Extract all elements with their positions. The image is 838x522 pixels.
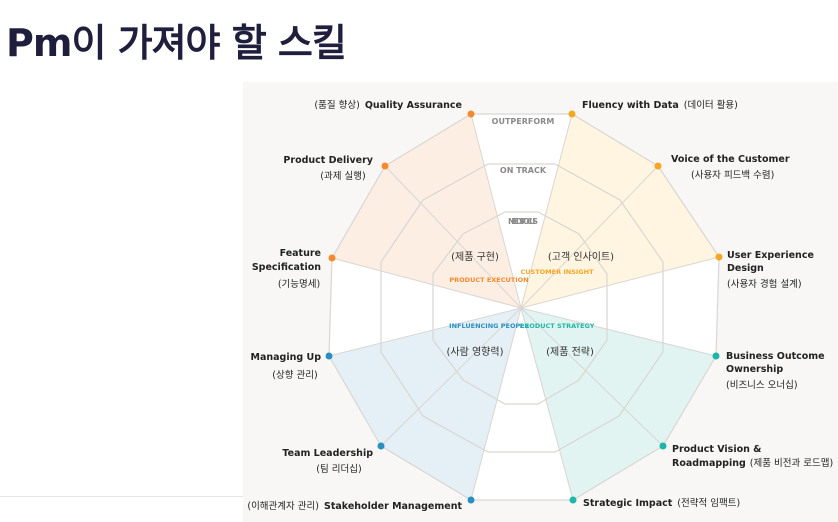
- skill-product-delivery-en: Product Delivery: [283, 155, 373, 166]
- ring-label-inner: NEEDS FOCUS: [508, 217, 538, 226]
- ring-label-outer: OUTPERFORM: [492, 117, 555, 126]
- skill-product-vision-en1: Product Vision &: [672, 444, 761, 455]
- skill-team-leadership-ko: (팀 리더십): [316, 463, 361, 475]
- category-insight-ko: (고객 인사이트): [548, 251, 614, 263]
- dot-product-delivery: [381, 162, 389, 170]
- dot-product-vision: [659, 442, 667, 450]
- dot-ux-design: [715, 253, 723, 261]
- page-title: Pm이 가져야 할 스킬: [6, 21, 347, 65]
- skill-feature-spec-en1: Feature: [280, 248, 321, 259]
- ring-label-middle: ON TRACK: [500, 166, 547, 175]
- skill-managing-up-ko: (상향 관리): [272, 369, 317, 381]
- skill-product-vision-line2: Roadmapping (제품 비전과 로드맵): [672, 457, 833, 469]
- category-influencing-ko: (사람 영향력): [447, 345, 504, 358]
- skill-quality-assurance: (품질 향상) Quality Assurance: [314, 99, 462, 111]
- skill-business-outcome-en1: Business Outcome: [726, 351, 825, 362]
- skill-team-leadership-en: Team Leadership: [282, 448, 373, 459]
- dot-feature-spec: [328, 254, 336, 262]
- skill-business-outcome-en2: Ownership: [726, 364, 783, 375]
- dot-voice-of-customer: [654, 162, 662, 170]
- dot-business-outcome: [712, 352, 720, 360]
- skill-ux-design-ko: (사용자 경험 설계): [727, 278, 802, 290]
- ring-middle: [380, 163, 664, 453]
- insight-sector: [521, 114, 719, 308]
- dot-quality-assurance: [467, 110, 475, 118]
- skill-feature-spec-en2: Specification: [252, 262, 321, 273]
- skills-radar-diagram: OUTPERFORM ON TRACK NEEDS FOCUS (제품 구현) …: [243, 82, 838, 522]
- category-execution-ko: (제품 구현): [451, 251, 499, 263]
- skill-ux-design-en1: User Experience: [727, 250, 814, 261]
- ring-label-wedge: [471, 114, 572, 308]
- category-strategy-en: PRODUCT STRATEGY: [520, 322, 595, 330]
- skill-ux-design-en2: Design: [727, 263, 764, 274]
- ring-label-wedge-right: [521, 257, 719, 356]
- skill-voice-of-customer-en: Voice of the Customer: [671, 154, 790, 165]
- skill-managing-up-en: Managing Up: [251, 352, 322, 363]
- skill-fluency-with-data: Fluency with Data (데이터 활용): [582, 99, 738, 111]
- dot-team-leadership: [377, 442, 385, 450]
- category-insight-en: CUSTOMER INSIGHT: [520, 268, 594, 276]
- skill-voice-of-customer-ko: (사용자 피드백 수렴): [691, 169, 774, 181]
- dot-fluency-with-data: [568, 110, 576, 118]
- category-execution-en: PRODUCT EXECUTION: [449, 276, 528, 284]
- execution-sector: [332, 114, 521, 308]
- skill-feature-spec-ko: (기능명세): [278, 279, 320, 290]
- dot-stakeholder: [467, 496, 475, 504]
- ring-inner: [432, 211, 608, 405]
- skill-stakeholder: (이해관계자 관리) Stakeholder Management: [247, 500, 462, 512]
- skill-strategic-impact: Strategic Impact (전략적 임팩트): [583, 497, 740, 509]
- category-strategy-ko: (제품 전략): [546, 346, 594, 358]
- dot-managing-up: [325, 352, 333, 360]
- dot-strategic-impact: [569, 496, 577, 504]
- category-influencing-en: INFLUENCING PEOPLE: [449, 322, 529, 330]
- skill-business-outcome-ko: (비즈니스 오너십): [726, 380, 798, 391]
- ring-label-wedge-left: [329, 258, 521, 356]
- divider: [0, 496, 243, 497]
- skill-product-delivery-ko: (과제 실행): [320, 170, 365, 182]
